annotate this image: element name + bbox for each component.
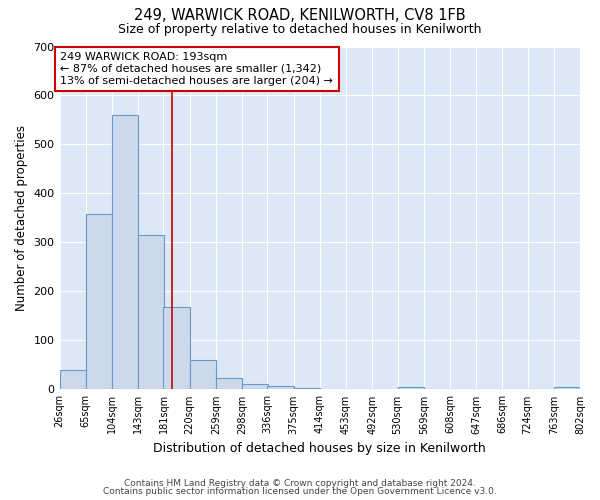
Bar: [190, 360, 216, 390]
Text: Contains public sector information licensed under the Open Government Licence v3: Contains public sector information licen…: [103, 487, 497, 496]
Bar: [86, 214, 112, 390]
Bar: [242, 384, 268, 390]
Bar: [112, 115, 138, 390]
Text: Contains HM Land Registry data © Crown copyright and database right 2024.: Contains HM Land Registry data © Crown c…: [124, 478, 476, 488]
Text: 249, WARWICK ROAD, KENILWORTH, CV8 1FB: 249, WARWICK ROAD, KENILWORTH, CV8 1FB: [134, 8, 466, 22]
Bar: [554, 387, 580, 390]
Bar: [268, 386, 293, 390]
Bar: [163, 307, 190, 390]
Text: Size of property relative to detached houses in Kenilworth: Size of property relative to detached ho…: [118, 22, 482, 36]
X-axis label: Distribution of detached houses by size in Kenilworth: Distribution of detached houses by size …: [154, 442, 486, 455]
Bar: [216, 378, 242, 390]
Bar: [398, 387, 424, 390]
Bar: [293, 388, 320, 390]
Bar: [138, 235, 164, 390]
Text: 249 WARWICK ROAD: 193sqm
← 87% of detached houses are smaller (1,342)
13% of sem: 249 WARWICK ROAD: 193sqm ← 87% of detach…: [60, 52, 333, 86]
Bar: [59, 370, 86, 390]
Y-axis label: Number of detached properties: Number of detached properties: [15, 125, 28, 311]
